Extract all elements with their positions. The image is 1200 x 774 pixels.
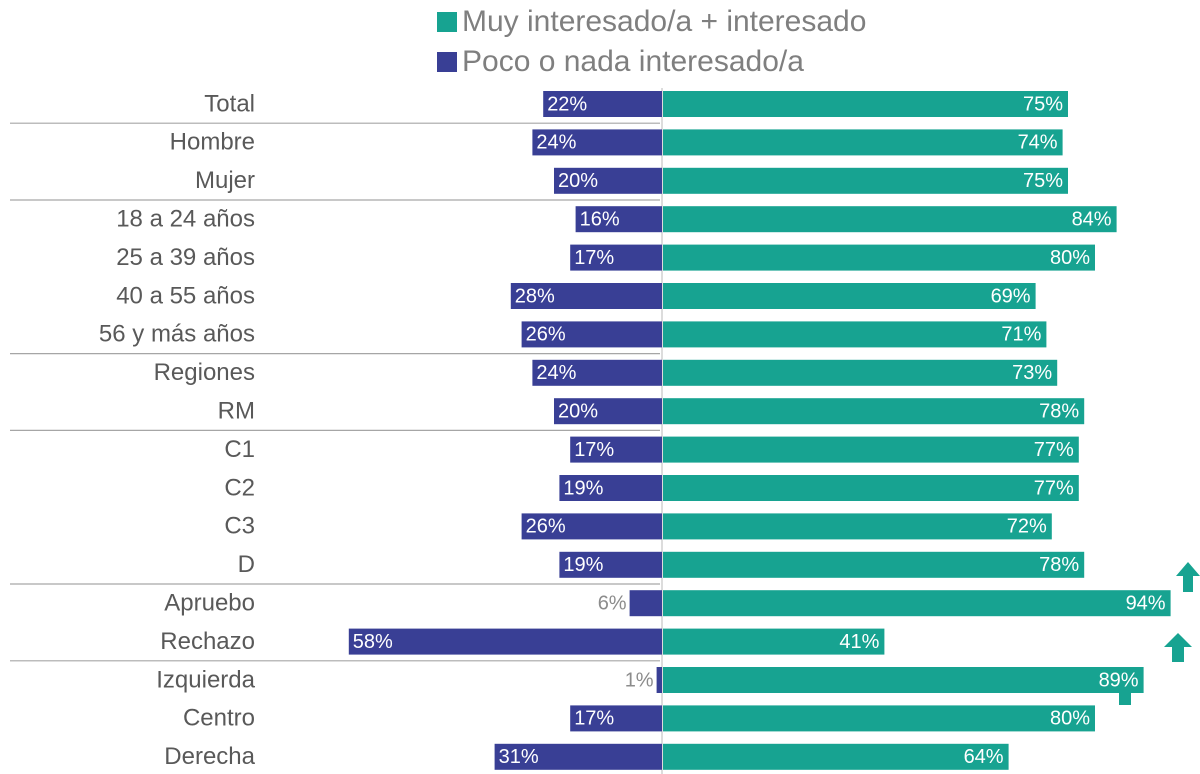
bar <box>629 590 662 617</box>
value-label: 75% <box>1023 93 1063 115</box>
bar <box>559 551 662 578</box>
bar <box>543 91 662 117</box>
bar <box>656 667 662 693</box>
value-label: 72% <box>1007 516 1047 538</box>
bar <box>663 167 1068 194</box>
category-label: C3 <box>224 513 255 540</box>
bar <box>663 667 1144 693</box>
value-label: 16% <box>580 208 620 230</box>
bar <box>663 436 1079 463</box>
value-label: 73% <box>1012 362 1052 384</box>
value-label: 64% <box>964 746 1004 768</box>
category-label: Mujer <box>195 167 255 194</box>
value-label: 17% <box>574 708 614 730</box>
bar <box>575 206 662 233</box>
bar <box>570 705 662 732</box>
bar <box>663 743 1009 770</box>
bar <box>663 129 1063 156</box>
category-label: D <box>238 551 255 578</box>
value-label: 20% <box>558 400 598 422</box>
value-label: 6% <box>598 592 627 614</box>
legend-label: Muy interesado/a + interesado <box>462 5 866 38</box>
value-label: 26% <box>526 324 566 346</box>
category-label: Apruebo <box>164 590 255 617</box>
bar <box>663 321 1047 348</box>
category-label: Hombre <box>170 129 255 156</box>
value-label: 77% <box>1034 477 1074 499</box>
category-label: 18 a 24 años <box>116 206 255 233</box>
value-label: 78% <box>1039 554 1079 576</box>
value-label: 80% <box>1050 247 1090 269</box>
bar <box>532 129 662 156</box>
bar <box>663 590 1171 617</box>
category-label: Regiones <box>154 359 255 386</box>
up-arrow <box>1164 633 1192 662</box>
category-label: Rechazo <box>160 628 255 655</box>
bar <box>570 436 662 463</box>
bar <box>521 321 662 348</box>
bar <box>494 743 662 770</box>
bar <box>663 206 1117 233</box>
bar <box>663 283 1036 309</box>
bar <box>663 91 1068 117</box>
category-label: Centro <box>183 705 255 732</box>
value-label: 89% <box>1099 669 1139 691</box>
bar <box>663 628 885 655</box>
category-label: Derecha <box>164 743 255 770</box>
bar <box>663 551 1085 578</box>
value-label: 69% <box>991 285 1031 307</box>
bar <box>521 513 662 540</box>
value-label: 24% <box>536 132 576 154</box>
value-label: 80% <box>1050 708 1090 730</box>
bar <box>663 705 1095 732</box>
value-label: 17% <box>574 247 614 269</box>
bar <box>663 244 1095 271</box>
value-label: 26% <box>526 516 566 538</box>
value-label: 20% <box>558 170 598 192</box>
category-label: 40 a 55 años <box>116 282 255 309</box>
category-label: 25 a 39 años <box>116 244 255 271</box>
bar <box>570 244 662 271</box>
bar <box>532 359 662 386</box>
bar <box>663 475 1079 501</box>
value-label: 71% <box>1001 324 1041 346</box>
legend-swatch <box>437 12 457 32</box>
value-label: 22% <box>547 93 587 115</box>
category-label: Total <box>204 90 255 117</box>
value-label: 17% <box>574 439 614 461</box>
value-label: 19% <box>563 554 603 576</box>
value-label: 94% <box>1126 592 1166 614</box>
value-label: 74% <box>1018 132 1058 154</box>
category-label: C2 <box>224 474 255 501</box>
up-arrow <box>1176 562 1200 592</box>
value-label: 1% <box>625 669 654 691</box>
bar <box>554 398 662 425</box>
category-label: Izquierda <box>156 666 255 693</box>
category-label: C1 <box>224 436 255 463</box>
value-label: 19% <box>563 477 603 499</box>
bar <box>554 167 662 194</box>
value-label: 41% <box>839 631 879 653</box>
bar <box>559 475 662 501</box>
value-label: 84% <box>1072 208 1112 230</box>
category-label: 56 y más años <box>99 321 255 348</box>
bar <box>663 513 1052 540</box>
value-label: 77% <box>1034 439 1074 461</box>
value-label: 75% <box>1023 170 1063 192</box>
bar <box>663 398 1085 425</box>
legend-swatch <box>437 52 457 72</box>
bar <box>663 359 1058 386</box>
bar <box>510 283 662 309</box>
value-label: 58% <box>353 631 393 653</box>
bar <box>348 628 662 655</box>
value-label: 31% <box>499 746 539 768</box>
legend-label: Poco o nada interesado/a <box>462 45 804 78</box>
value-label: 78% <box>1039 400 1079 422</box>
value-label: 28% <box>515 285 555 307</box>
value-label: 24% <box>536 362 576 384</box>
category-label: RM <box>218 398 255 425</box>
